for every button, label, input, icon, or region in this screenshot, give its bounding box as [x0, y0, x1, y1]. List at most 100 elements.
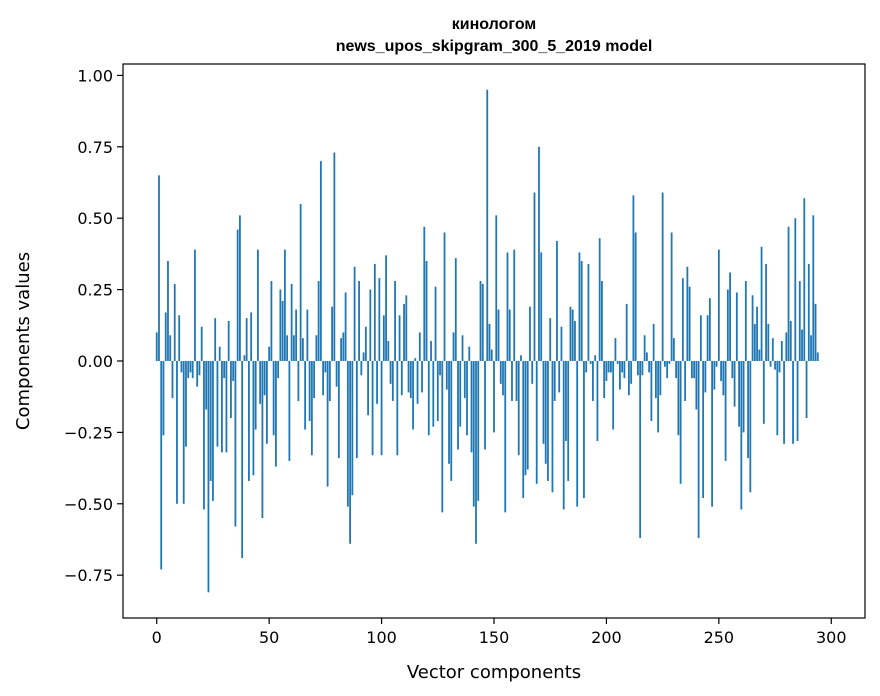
- bar-25: [212, 360, 214, 501]
- bar-184: [569, 306, 572, 361]
- bars-group: [155, 89, 819, 593]
- bar-24: [209, 360, 212, 481]
- bar-174: [547, 360, 549, 481]
- y-axis-label: Components values: [13, 252, 34, 430]
- bar-255: [729, 272, 731, 361]
- bar-221: [652, 323, 655, 361]
- bar-254: [726, 289, 729, 361]
- bar-161: [517, 360, 520, 456]
- bar-231: [675, 360, 678, 379]
- bar-72: [317, 281, 320, 361]
- bar-247: [711, 360, 713, 507]
- bar-22: [205, 360, 208, 410]
- bar-2: [160, 360, 163, 570]
- bar-107: [396, 360, 399, 456]
- bar-113: [409, 360, 412, 399]
- bar-108: [398, 315, 401, 361]
- bar-258: [735, 292, 738, 361]
- bar-199: [603, 360, 606, 399]
- bar-270: [762, 360, 765, 424]
- bar-158: [511, 360, 513, 401]
- bar-144: [479, 281, 482, 361]
- bar-104: [389, 360, 392, 384]
- bar-85: [346, 360, 349, 507]
- bar-288: [803, 198, 806, 361]
- bar-256: [731, 360, 734, 379]
- bar-62: [295, 309, 298, 361]
- y-tick-label: 1.00: [77, 66, 113, 85]
- bar-48: [263, 360, 266, 396]
- bar-87: [351, 360, 354, 496]
- chart-title-line-2: news_upos_skipgram_300_5_2019 model: [336, 38, 653, 55]
- bar-50: [268, 346, 271, 361]
- bar-38: [241, 360, 244, 559]
- bar-203: [612, 360, 615, 430]
- bar-178: [556, 241, 558, 361]
- bar-132: [452, 332, 455, 361]
- bar-154: [502, 360, 504, 396]
- bar-192: [587, 263, 590, 361]
- bar-181: [562, 360, 565, 510]
- bar-79: [333, 152, 336, 361]
- bar-180: [560, 326, 563, 361]
- bar-219: [648, 360, 651, 373]
- bar-286: [798, 281, 801, 361]
- bar-166: [529, 306, 531, 361]
- bar-78: [331, 306, 334, 361]
- bar-265: [751, 295, 754, 361]
- bar-64: [299, 203, 302, 361]
- bar-13: [185, 360, 187, 447]
- bar-243: [702, 360, 705, 499]
- bar-52: [272, 360, 275, 436]
- x-tick-label: 0: [152, 628, 162, 647]
- bar-35: [234, 360, 237, 527]
- bar-147: [486, 89, 489, 361]
- bar-117: [418, 332, 421, 361]
- bar-40: [245, 318, 248, 361]
- bar-183: [567, 360, 570, 481]
- bar-6: [169, 335, 172, 361]
- bar-163: [522, 360, 525, 499]
- bar-111: [405, 295, 408, 361]
- bar-21: [203, 360, 205, 510]
- bar-114: [412, 360, 414, 430]
- bar-5: [167, 261, 169, 361]
- bar-216: [641, 360, 644, 376]
- bar-118: [421, 360, 423, 393]
- x-tick-label: 150: [479, 628, 510, 647]
- bar-245: [706, 315, 709, 361]
- bar-67: [306, 309, 309, 361]
- bar-214: [637, 360, 639, 376]
- bar-230: [672, 338, 675, 361]
- bar-259: [738, 360, 740, 427]
- bar-82: [340, 338, 342, 361]
- bar-222: [654, 360, 657, 399]
- y-tick-label: 0.75: [77, 138, 113, 157]
- bar-285: [796, 360, 799, 441]
- bar-152: [497, 309, 500, 361]
- bar-81: [337, 360, 340, 459]
- bar-39: [243, 355, 246, 361]
- bar-207: [621, 360, 624, 373]
- x-axis-ticks: 0 50 100 150 200 250 300: [152, 618, 847, 647]
- bar-233: [679, 360, 682, 484]
- bar-66: [304, 360, 307, 430]
- bar-267: [756, 306, 758, 361]
- bar-164: [524, 360, 527, 476]
- bar-56: [281, 301, 284, 361]
- bar-145: [481, 283, 484, 361]
- bar-187: [576, 360, 579, 507]
- bar-202: [610, 360, 612, 373]
- bar-292: [812, 215, 815, 361]
- y-tick-label: −0.25: [64, 423, 113, 442]
- bar-16: [191, 360, 194, 379]
- bar-90: [358, 281, 360, 361]
- bar-206: [619, 360, 621, 390]
- bar-9: [176, 360, 178, 504]
- y-tick-label: 0.25: [77, 281, 113, 300]
- bar-266: [753, 323, 756, 361]
- bar-277: [778, 360, 781, 373]
- bar-11: [180, 360, 183, 373]
- bar-86: [349, 360, 351, 544]
